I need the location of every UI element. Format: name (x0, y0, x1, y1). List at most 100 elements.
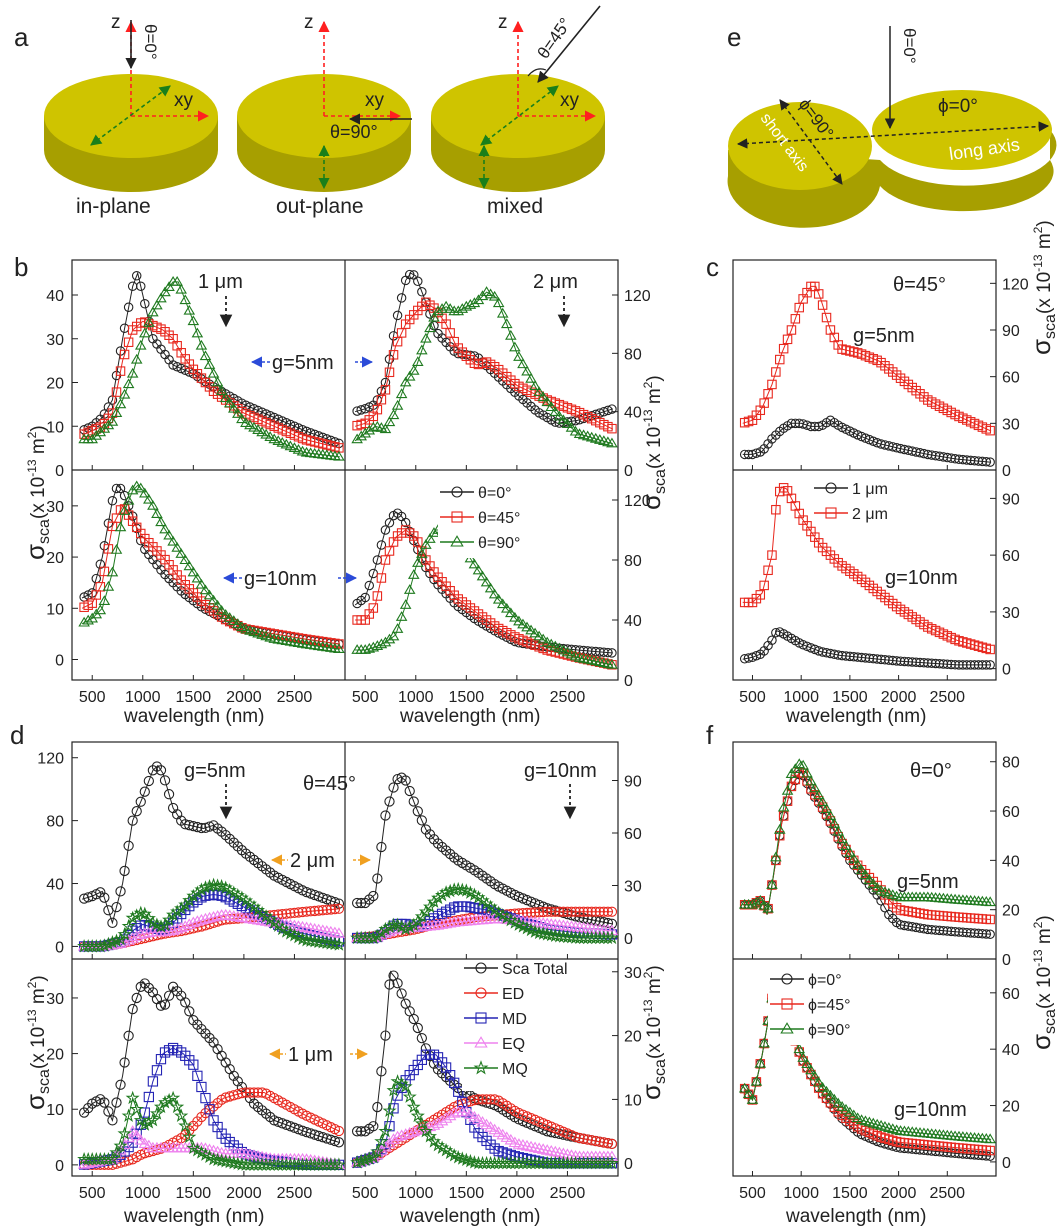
data-point (849, 651, 859, 662)
ytick-label: 30 (624, 879, 642, 896)
data-point (603, 405, 613, 416)
data-point (403, 1126, 416, 1138)
data-point (384, 796, 395, 807)
data-point (805, 1064, 817, 1075)
data-point (492, 297, 505, 308)
data-point (372, 1101, 383, 1113)
data-point (496, 598, 509, 609)
data-point (604, 930, 619, 945)
legend-entry-c: 2 μm (814, 506, 888, 523)
data-point (228, 1090, 239, 1101)
disk-out-plane: z xy θ=90° out-plane (237, 12, 412, 218)
data-point (316, 924, 330, 936)
data-point (388, 1103, 399, 1114)
xtick-label: 2500 (550, 1185, 586, 1202)
data-point (435, 1114, 449, 1126)
data-point (836, 1101, 848, 1111)
data-point (251, 913, 265, 925)
data-point (560, 929, 575, 944)
data-point (985, 457, 995, 467)
data-point (114, 398, 127, 409)
data-point (472, 564, 485, 575)
data-point (536, 926, 551, 940)
data-point (155, 765, 167, 776)
data-point (899, 656, 910, 667)
panel-letter-e: e (727, 22, 741, 52)
ytick-label: 80 (624, 346, 642, 363)
data-point (755, 590, 766, 600)
panel-letter-d: d (10, 720, 24, 750)
data-point (578, 906, 589, 917)
data-point (149, 1106, 164, 1120)
legend-box (462, 961, 580, 1091)
data-point (985, 914, 995, 925)
data-point (376, 540, 387, 550)
data-point (739, 449, 750, 460)
data-point (766, 879, 778, 889)
ytick-label: 120 (624, 288, 651, 305)
data-point (954, 927, 964, 937)
data-point (860, 653, 871, 663)
ann-c-theta: θ=45° (893, 274, 946, 296)
data-point (950, 454, 960, 464)
data-point (598, 1137, 609, 1148)
data-point (391, 399, 404, 410)
data-point (380, 555, 391, 565)
data-point (403, 370, 416, 381)
data-point (139, 786, 150, 797)
ytick-label: 80 (46, 814, 64, 831)
data-point (412, 557, 424, 567)
ytick-label: 0 (624, 931, 633, 948)
data-point (548, 928, 563, 942)
data-point (476, 570, 489, 581)
data-point (519, 920, 535, 935)
data-point (351, 1126, 363, 1137)
data-point (208, 1115, 219, 1126)
y-axis-labels: σsca(x 10-13 m2) σsca(x 10-13 m2) σsca(x… (20, 220, 1059, 1110)
ytick-label: 0 (1002, 662, 1011, 679)
data-point (750, 1075, 763, 1086)
data-point (199, 912, 212, 924)
data-point (94, 426, 107, 437)
data-point (477, 1131, 488, 1143)
data-point (455, 1151, 470, 1165)
ann-c-g10: g=10nm (885, 567, 958, 589)
data-point (311, 934, 326, 949)
data-point (392, 310, 403, 321)
data-point (117, 1126, 132, 1140)
data-point (395, 611, 408, 621)
data-point (852, 652, 863, 662)
xtick-label: 2500 (277, 689, 313, 706)
data-point (309, 905, 320, 917)
theta0-label-e: θ=0° (900, 28, 919, 64)
data-point (511, 917, 526, 931)
z-label-2: z (304, 12, 314, 33)
data-point (864, 653, 875, 663)
legend-label: ϕ=90° (808, 1022, 851, 1039)
data-point (366, 1150, 381, 1164)
data-point (463, 1153, 478, 1168)
data-point (102, 419, 115, 430)
data-point (293, 907, 304, 918)
data-point (477, 1094, 488, 1105)
data-point (459, 1152, 474, 1167)
data-point (962, 927, 972, 938)
data-point (606, 906, 618, 917)
data-point (319, 935, 334, 950)
data-point (162, 912, 177, 927)
data-point (958, 660, 968, 670)
data-point (184, 1006, 195, 1017)
data-point (307, 934, 322, 948)
data-point (868, 653, 879, 664)
data-point (923, 924, 933, 935)
series-d_top_right-MQ (350, 881, 619, 945)
data-point (537, 633, 549, 644)
data-point (453, 1086, 464, 1097)
data-point (416, 1032, 427, 1044)
data-point (372, 591, 383, 601)
data-point (368, 1121, 379, 1132)
data-point (206, 1151, 221, 1166)
ytick-label: 90 (1002, 323, 1020, 340)
data-point (431, 890, 446, 905)
data-point (410, 914, 425, 928)
